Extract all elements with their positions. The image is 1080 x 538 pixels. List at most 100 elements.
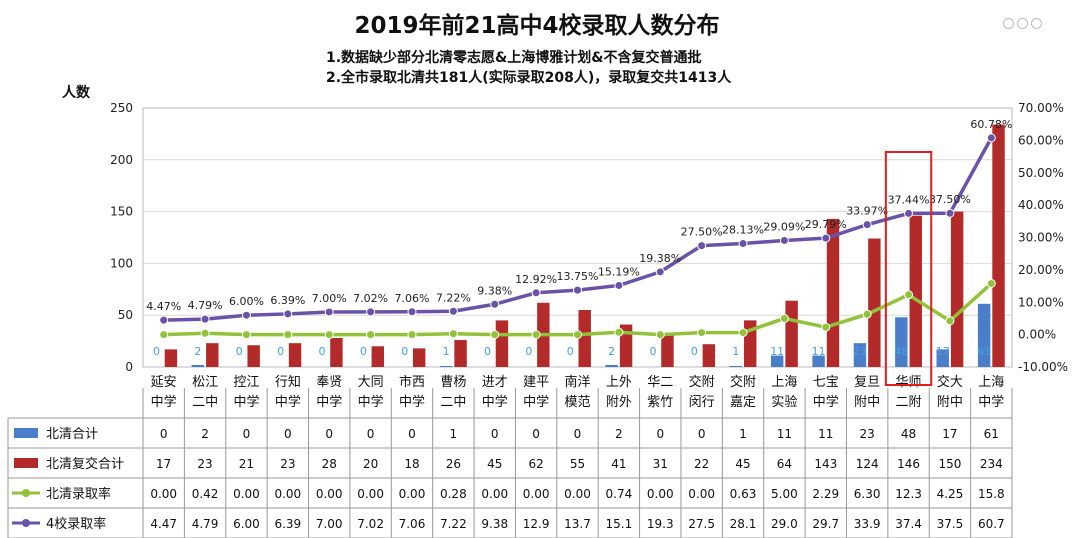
table-cell: 0.00 — [688, 487, 715, 501]
table-cell: 22 — [694, 457, 709, 471]
data-label-4rate: 4.79% — [188, 299, 223, 312]
legend-key — [22, 489, 30, 497]
table-cell: 7.02 — [357, 517, 384, 531]
data-label-4rate: 7.02% — [353, 292, 388, 305]
bar-fj — [868, 238, 881, 367]
table-cell: 0.00 — [233, 487, 260, 501]
chart-note-1: 1.数据缺少部分北清零志愿&上海博雅计划&不含复交普通批 — [326, 49, 701, 66]
point-4-rate — [779, 235, 789, 245]
data-label-bq: 11 — [770, 345, 784, 358]
legend-label: 北清合计 — [46, 427, 98, 442]
category-label: 嘉定 — [730, 395, 756, 410]
data-label-4rate: 9.38% — [477, 284, 512, 297]
more-dots-icon[interactable] — [1003, 18, 1042, 29]
table-cell: 28 — [322, 457, 337, 471]
y-tick-label: 150 — [110, 205, 133, 219]
table-cell: 17 — [156, 457, 171, 471]
category-label: 附外 — [606, 395, 632, 410]
point-bq-rate — [200, 328, 210, 338]
point-4-rate — [324, 307, 334, 317]
table-cell: 4.25 — [937, 487, 964, 501]
y-tick-label: 50 — [118, 308, 133, 322]
category-label: 附中 — [854, 395, 880, 410]
data-label-bq: 1 — [732, 345, 739, 358]
data-label-bq: 0 — [360, 345, 367, 358]
table-cell: 0 — [698, 427, 706, 441]
point-4-rate — [200, 314, 210, 324]
point-4-rate — [821, 233, 831, 243]
table-cell: 60.7 — [978, 517, 1005, 531]
table-cell: 15.8 — [978, 487, 1005, 501]
category-label: 曹杨 — [440, 375, 466, 390]
category-label: 中学 — [358, 394, 384, 410]
y-tick-label: 200 — [110, 153, 133, 167]
data-label-bq: 61 — [977, 345, 991, 358]
point-4-rate — [283, 309, 293, 319]
data-label-4rate: 13.75% — [557, 270, 599, 283]
category-label: 松江 — [192, 375, 218, 390]
legend-key — [22, 519, 30, 527]
bar-fj — [371, 346, 385, 367]
category-label: 上海 — [978, 375, 1004, 390]
bar-bq — [191, 364, 205, 367]
table-cell: 11 — [818, 427, 833, 441]
y-axis-label: 人数 — [62, 84, 91, 101]
table-cell: 28.1 — [730, 517, 757, 531]
table-cell: 0 — [408, 427, 416, 441]
data-label-4rate: 7.06% — [394, 292, 429, 305]
point-bq-rate — [407, 330, 417, 340]
category-label: 中学 — [233, 394, 259, 410]
data-label-4rate: 60.78% — [970, 118, 1012, 131]
table-cell: 23 — [197, 457, 212, 471]
y-tick-label: 0 — [125, 360, 133, 374]
table-cell: 0.00 — [150, 487, 177, 501]
category-label: 奉贤 — [316, 375, 342, 390]
table-cell: 0.00 — [274, 487, 301, 501]
table-cell: 41 — [611, 457, 626, 471]
table-cell: 6.00 — [233, 517, 260, 531]
data-label-4rate: 19.38% — [639, 252, 681, 265]
category-label: 二中 — [440, 395, 466, 410]
y-tick-label: 250 — [110, 101, 133, 115]
category-label: 实验 — [771, 394, 797, 410]
data-label-bq: 0 — [277, 345, 284, 358]
category-label: 中学 — [316, 394, 342, 410]
point-bq-rate — [738, 328, 748, 338]
table-cell: 21 — [239, 457, 254, 471]
category-label: 二中 — [192, 395, 218, 410]
table-cell: 0 — [491, 427, 499, 441]
table-cell: 12.9 — [523, 517, 550, 531]
table-cell: 0 — [325, 427, 333, 441]
table-cell: 27.5 — [688, 517, 715, 531]
table-cell: 2 — [201, 427, 209, 441]
table-cell: 13.7 — [564, 517, 591, 531]
table-cell: 0.28 — [440, 487, 467, 501]
category-label: 大同 — [358, 375, 384, 390]
table-cell: 23 — [280, 457, 295, 471]
category-label: 建平 — [523, 375, 549, 390]
table-cell: 1 — [450, 427, 458, 441]
table-cell: 0 — [656, 427, 664, 441]
bar-fj — [247, 345, 260, 367]
data-label-bq: 0 — [236, 345, 243, 358]
bar-fj — [164, 349, 178, 367]
table-cell: 2 — [615, 427, 623, 441]
category-label: 上外 — [606, 375, 632, 390]
bar-fj — [206, 343, 219, 367]
bar-fj — [826, 218, 840, 367]
category-label: 中学 — [813, 394, 839, 410]
data-label-bq: 0 — [153, 345, 160, 358]
table-cell: 6.39 — [274, 517, 301, 531]
bar-bq — [977, 303, 991, 367]
bar-bq — [605, 364, 618, 367]
table-cell: 15.1 — [606, 517, 633, 531]
table-cell: 0.00 — [523, 487, 550, 501]
category-label: 行知 — [275, 374, 301, 390]
table-cell: 234 — [980, 457, 1003, 471]
point-bq-rate — [779, 313, 789, 323]
point-bq-rate — [324, 330, 334, 340]
point-bq-rate — [614, 327, 624, 337]
data-label-4rate: 27.50% — [681, 226, 723, 239]
point-bq-rate — [862, 309, 872, 319]
